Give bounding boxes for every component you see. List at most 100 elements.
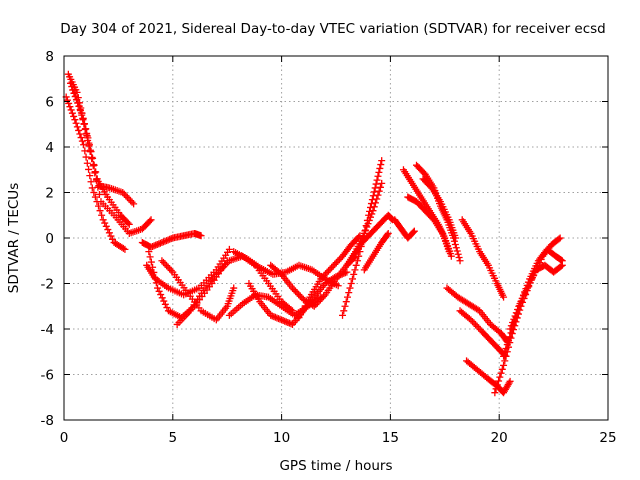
data-point	[467, 316, 475, 324]
data-point	[310, 302, 318, 310]
data-point	[146, 253, 154, 261]
data-point	[363, 223, 371, 231]
data-point	[370, 203, 378, 211]
data-point	[383, 231, 391, 239]
data-point	[107, 232, 115, 240]
data-point	[326, 265, 334, 273]
data-point	[351, 266, 359, 274]
data-point	[84, 137, 92, 144]
data-point	[164, 263, 172, 271]
data-point	[70, 89, 78, 97]
y-tick-label: 4	[45, 140, 54, 156]
data-point	[167, 267, 175, 274]
data-point	[73, 123, 81, 131]
data-point	[230, 284, 238, 292]
data-point	[127, 197, 135, 205]
data-point	[323, 268, 331, 276]
data-point	[555, 235, 563, 243]
data-point	[296, 292, 304, 300]
data-point	[77, 109, 85, 117]
data-point	[128, 198, 136, 206]
data-point	[146, 217, 154, 225]
data-point	[72, 119, 80, 127]
data-point	[312, 301, 320, 309]
data-point	[92, 176, 100, 184]
data-point	[124, 219, 132, 227]
data-point	[157, 291, 165, 299]
data-point	[473, 322, 481, 330]
data-point	[147, 243, 155, 251]
data-point	[87, 178, 95, 186]
data-point	[163, 237, 171, 245]
data-point	[83, 159, 91, 167]
data-point	[68, 109, 76, 117]
data-point	[360, 229, 368, 237]
data-point	[374, 172, 382, 180]
data-point	[288, 284, 296, 292]
data-point	[346, 284, 354, 292]
data-point	[378, 179, 386, 187]
data-point	[558, 261, 566, 269]
data-point	[101, 219, 109, 227]
data-point	[510, 315, 518, 323]
data-point	[163, 262, 171, 270]
series-track-3	[67, 79, 138, 208]
data-point	[293, 289, 301, 297]
axis-ticks: 0 5 10 15 20 25 -8 -6 -4 -2 0 2 4 6 8	[41, 49, 617, 446]
data-point	[506, 377, 514, 385]
x-axis-label: GPS time / hours	[279, 458, 392, 474]
series-track-5	[138, 229, 205, 251]
data-point	[95, 202, 103, 210]
data-point	[155, 287, 163, 295]
data-point	[353, 257, 361, 265]
data-point	[355, 233, 363, 241]
data-point	[493, 381, 501, 389]
data-point	[505, 337, 513, 345]
data-point	[410, 227, 418, 235]
data-point	[329, 262, 337, 270]
data-point	[130, 200, 138, 208]
data-point	[91, 193, 99, 201]
data-point	[498, 365, 506, 373]
x-tick-label: 0	[60, 430, 69, 446]
data-point	[82, 153, 90, 161]
data-point	[147, 216, 155, 224]
data-point	[76, 106, 84, 114]
data-point	[341, 302, 349, 310]
data-point	[89, 162, 97, 170]
data-point	[318, 294, 326, 302]
data-point	[455, 254, 463, 261]
data-point	[91, 169, 99, 177]
data-point	[372, 180, 380, 188]
series-track-18	[360, 229, 392, 274]
data-point	[161, 300, 169, 308]
series-track-1	[62, 93, 129, 253]
data-point	[375, 187, 383, 195]
data-point	[151, 274, 159, 282]
data-point	[279, 317, 287, 325]
data-point	[373, 195, 381, 203]
series-track-17	[349, 211, 397, 260]
data-point	[501, 357, 509, 365]
data-point	[315, 297, 323, 305]
data-point	[122, 192, 130, 200]
data-point	[500, 293, 508, 301]
data-point	[102, 222, 110, 230]
data-point	[119, 189, 127, 196]
data-point	[77, 134, 85, 142]
series-track-14	[295, 232, 364, 322]
data-point	[468, 318, 476, 326]
data-point	[506, 333, 514, 341]
data-point	[72, 96, 80, 104]
x-tick-label: 25	[599, 430, 616, 446]
data-point	[86, 148, 94, 156]
data-point	[371, 199, 379, 207]
data-point	[325, 267, 333, 275]
data-point	[96, 207, 104, 215]
data-point	[334, 282, 342, 290]
data-point	[123, 193, 131, 201]
data-point	[447, 252, 455, 260]
data-point	[384, 229, 392, 237]
data-point	[147, 258, 155, 266]
data-point	[450, 237, 458, 245]
